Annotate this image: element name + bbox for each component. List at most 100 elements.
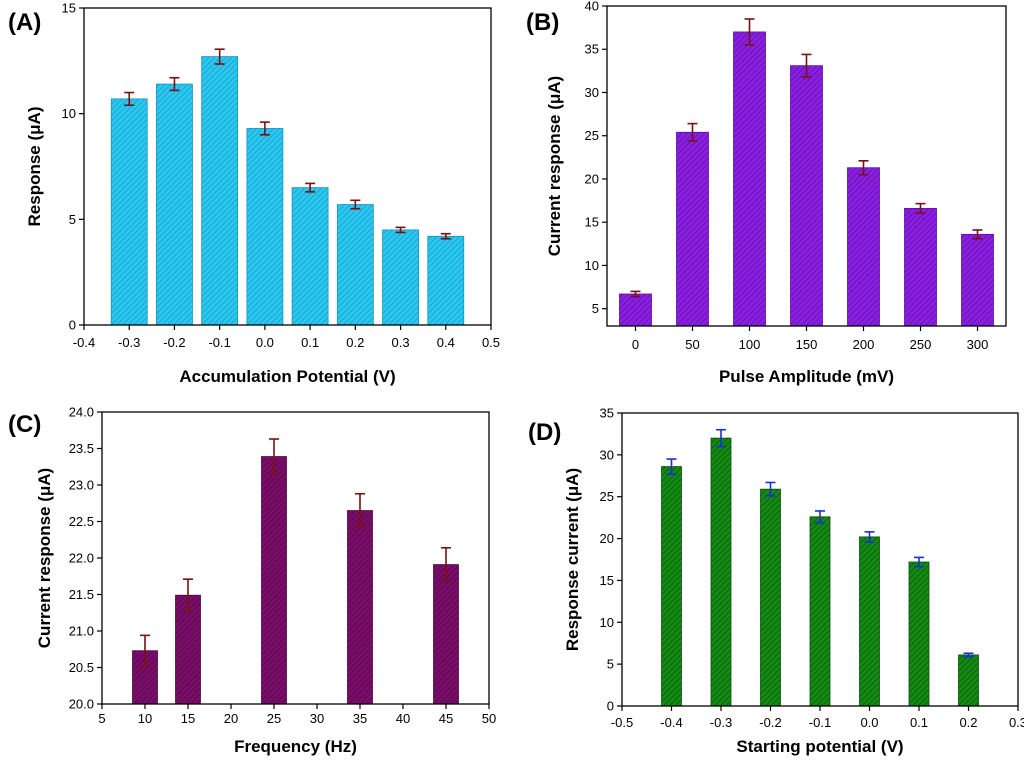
y-tick-label: 20.5 [69, 660, 94, 675]
bar [433, 564, 459, 705]
y-tick-label: 35 [600, 406, 614, 421]
x-axis-title: Frequency (Hz) [234, 737, 357, 756]
panel-label: (B) [526, 9, 559, 36]
bar [336, 204, 374, 326]
y-tick-label: 40 [585, 0, 599, 14]
x-axis-title: Accumulation Potential (V) [179, 367, 395, 386]
y-tick-label: 21.5 [69, 587, 94, 602]
y-tick-label: 22.5 [69, 514, 94, 529]
panel-label: (A) [8, 9, 41, 36]
y-tick-label: 24.0 [69, 405, 94, 420]
x-tick-label: 30 [310, 711, 324, 726]
x-tick-label: -0.2 [163, 335, 185, 350]
x-axis-title: Starting potential (V) [736, 737, 903, 756]
y-tick-label: 25 [600, 489, 614, 504]
y-tick-label: 10 [585, 258, 599, 273]
x-tick-label: -0.5 [611, 715, 633, 730]
x-tick-label: -0.4 [73, 335, 95, 350]
y-tick-label: 23.0 [69, 478, 94, 493]
y-tick-label: 5 [592, 301, 599, 316]
x-tick-label: 0.1 [301, 335, 319, 350]
plot-frame [101, 411, 490, 705]
panel-b: (B) 0 50 100 150 200 250 300 5 10 15 20 25 30 35 40 Puls… [526, 0, 1007, 386]
y-tick-label: 15 [600, 573, 614, 588]
panel-label: (D) [528, 419, 561, 446]
bar [760, 488, 781, 707]
y-tick-label: 15 [585, 215, 599, 230]
panel-c: (C) 5 10 15 20 25 30 35 40 45 50 20.0 20.5 21.0 21.5 22… [8, 405, 496, 757]
y-tick-label: 20 [600, 531, 614, 546]
bar [175, 594, 201, 705]
x-axis-title: Pulse Amplitude (mV) [719, 367, 894, 386]
bar [847, 167, 880, 327]
bar [291, 187, 329, 326]
x-tick-label: 5 [98, 711, 105, 726]
x-tick-label: 10 [138, 711, 152, 726]
y-tick-label: 5 [69, 212, 76, 227]
y-tick-label: 21.0 [69, 624, 94, 639]
x-tick-label: 40 [396, 711, 410, 726]
bar [201, 56, 239, 326]
x-tick-label: 25 [267, 711, 281, 726]
y-tick-label: 10 [62, 106, 76, 121]
x-tick-label: 150 [796, 337, 818, 352]
x-tick-label: 0.5 [482, 335, 500, 350]
x-tick-label: 45 [439, 711, 453, 726]
bar [710, 437, 732, 707]
x-tick-label: 15 [181, 711, 195, 726]
y-tick-label: 25 [585, 128, 599, 143]
bar [961, 233, 994, 327]
y-axis-title: Response current (μA) [563, 468, 582, 651]
y-tick-label: 20 [585, 171, 599, 186]
panel-d: (D) -0.5 -0.4 -0.3 -0.2 -0.1 0.0 0.1 0.2 0.3 0 5 10 1… [528, 406, 1024, 757]
x-tick-label: 0.2 [959, 715, 977, 730]
x-tick-label: 250 [910, 337, 932, 352]
x-tick-label: 35 [353, 711, 367, 726]
panel-label: (C) [8, 411, 41, 438]
y-tick-label: 30 [600, 447, 614, 462]
y-tick-label: 23.5 [69, 441, 94, 456]
bar [382, 229, 419, 326]
x-tick-label: 50 [685, 337, 699, 352]
bar [661, 466, 682, 707]
y-tick-label: 30 [585, 85, 599, 100]
y-tick-label: 22.0 [69, 551, 94, 566]
y-axis-title: Response (μA) [25, 107, 44, 227]
y-tick-label: 5 [607, 657, 614, 672]
bar [619, 293, 652, 327]
bar [347, 510, 373, 705]
x-tick-label: -0.1 [208, 335, 230, 350]
y-tick-label: 10 [600, 615, 614, 630]
x-tick-label: -0.1 [809, 715, 831, 730]
bar [427, 235, 465, 326]
x-tick-label: -0.3 [118, 335, 140, 350]
y-tick-label: 35 [585, 42, 599, 57]
x-tick-label: 200 [853, 337, 875, 352]
x-tick-label: -0.3 [710, 715, 732, 730]
bar [790, 65, 823, 327]
x-tick-label: 100 [739, 337, 761, 352]
bar [676, 131, 709, 327]
bar [246, 128, 284, 326]
x-tick-label: -0.4 [660, 715, 682, 730]
bar [904, 207, 937, 327]
x-tick-label: 0.0 [860, 715, 878, 730]
y-tick-label: 15 [62, 1, 76, 16]
bar [261, 456, 287, 705]
x-tick-label: 0.0 [256, 335, 274, 350]
bar [809, 516, 831, 707]
y-tick-label: 20.0 [69, 697, 94, 712]
y-tick-label: 0 [607, 699, 614, 714]
x-tick-label: 0.4 [437, 335, 455, 350]
bar [156, 83, 193, 326]
x-tick-label: 0.3 [1009, 715, 1024, 730]
x-tick-label: 50 [482, 711, 496, 726]
bar [110, 98, 148, 326]
x-tick-label: 0.1 [910, 715, 928, 730]
x-tick-label: 300 [967, 337, 989, 352]
x-tick-label: 0.2 [346, 335, 364, 350]
y-tick-label: 0 [69, 318, 76, 333]
y-axis-title: Current response (μA) [35, 468, 54, 648]
x-tick-label: 20 [224, 711, 238, 726]
